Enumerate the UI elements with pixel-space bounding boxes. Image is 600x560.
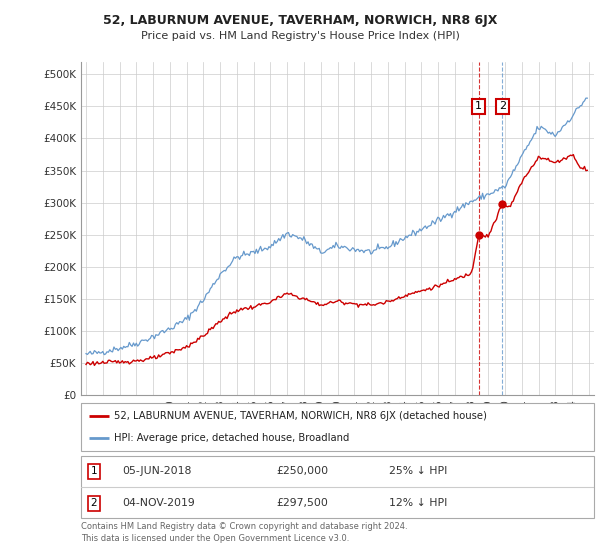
Text: HPI: Average price, detached house, Broadland: HPI: Average price, detached house, Broa… — [115, 433, 350, 443]
Text: 12% ↓ HPI: 12% ↓ HPI — [389, 498, 447, 508]
Text: 25% ↓ HPI: 25% ↓ HPI — [389, 466, 447, 476]
Text: 1: 1 — [475, 101, 482, 111]
Text: Contains HM Land Registry data © Crown copyright and database right 2024.
This d: Contains HM Land Registry data © Crown c… — [81, 522, 407, 543]
Text: £250,000: £250,000 — [276, 466, 328, 476]
Text: 05-JUN-2018: 05-JUN-2018 — [122, 466, 191, 476]
Text: 52, LABURNUM AVENUE, TAVERHAM, NORWICH, NR8 6JX: 52, LABURNUM AVENUE, TAVERHAM, NORWICH, … — [103, 14, 497, 27]
FancyBboxPatch shape — [81, 403, 594, 451]
Text: 1: 1 — [91, 466, 97, 476]
Text: 04-NOV-2019: 04-NOV-2019 — [122, 498, 195, 508]
Text: £297,500: £297,500 — [276, 498, 328, 508]
Text: Price paid vs. HM Land Registry's House Price Index (HPI): Price paid vs. HM Land Registry's House … — [140, 31, 460, 41]
Text: 2: 2 — [91, 498, 97, 508]
Text: 52, LABURNUM AVENUE, TAVERHAM, NORWICH, NR8 6JX (detached house): 52, LABURNUM AVENUE, TAVERHAM, NORWICH, … — [115, 411, 487, 421]
FancyBboxPatch shape — [81, 456, 594, 518]
Text: 2: 2 — [499, 101, 506, 111]
